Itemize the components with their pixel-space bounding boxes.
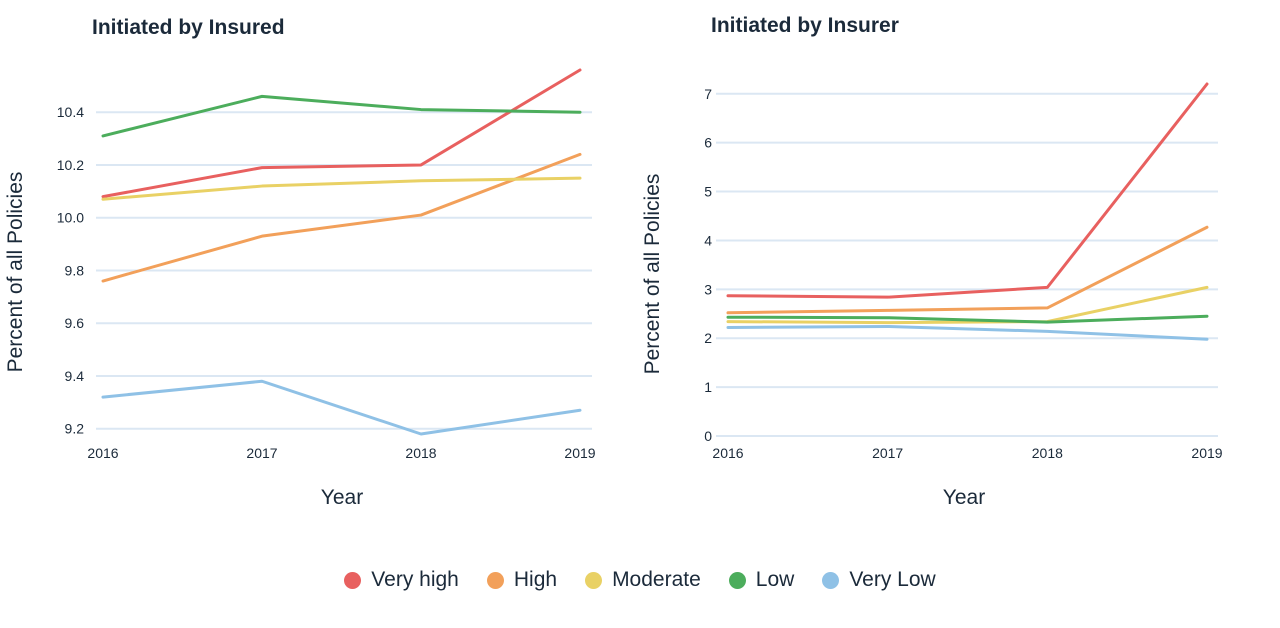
chart-title-left: Initiated by Insured	[92, 16, 285, 39]
chart-title-right: Initiated by Insurer	[711, 14, 899, 37]
legend-label: Low	[755, 568, 795, 591]
legend-dot-icon	[728, 571, 746, 589]
legend-dot-icon	[486, 571, 504, 589]
right-y-tick-label: 1	[704, 379, 712, 395]
right-series-very-high	[726, 82, 1209, 299]
right-series-moderate	[726, 285, 1209, 325]
legend-item-moderate: Moderate	[585, 568, 701, 592]
legend: Very high High Moderate Low Very Low	[0, 568, 1280, 592]
right-y-tick-label: 6	[704, 135, 712, 151]
left-y-tick-label: 9.6	[65, 315, 85, 331]
right-series-high	[726, 225, 1209, 315]
right-y-tick-label: 0	[704, 428, 712, 444]
right-y-tick-label: 3	[704, 281, 712, 297]
right-series-low	[726, 314, 1209, 324]
left-series-high	[101, 152, 582, 283]
right-y-axis-title: Percent of all Policies	[641, 174, 664, 375]
legend-label: Moderate	[612, 568, 701, 591]
right-x-axis-title: Year	[943, 486, 985, 509]
left-x-tick-label: 2018	[405, 445, 436, 461]
legend-item-high: High	[486, 568, 558, 592]
chart-left: 9.2 9.4 9.6 9.8 10.0 10.2 10.4 2016 2017 2018 2019…	[4, 68, 596, 509]
left-y-tick-label: 10.4	[57, 104, 84, 120]
left-y-axis-title: Percent of all Policies	[4, 172, 27, 373]
right-y-tick-label: 2	[704, 330, 712, 346]
left-series-very-high	[101, 68, 582, 199]
legend-label: Very Low	[849, 568, 936, 591]
left-y-tick-label: 10.2	[57, 157, 84, 173]
right-y-tick-label: 5	[704, 184, 712, 200]
legend-item-low: Low	[728, 568, 795, 592]
right-x-tick-label: 2019	[1191, 445, 1222, 461]
legend-dot-icon	[344, 571, 362, 589]
right-series-very-low	[726, 324, 1209, 341]
legend-dot-icon	[822, 571, 840, 589]
right-y-tick-label: 7	[704, 86, 712, 102]
legend-item-very-high: Very high	[344, 568, 459, 592]
left-series-low	[101, 94, 582, 138]
legend-label: High	[513, 568, 558, 591]
left-x-tick-label: 2019	[564, 445, 595, 461]
right-y-tick-label: 4	[704, 232, 712, 248]
left-series-moderate	[101, 176, 582, 201]
left-x-tick-label: 2017	[246, 445, 277, 461]
left-y-tick-label: 10.0	[57, 210, 84, 226]
legend-item-very-low: Very Low	[822, 568, 936, 592]
left-x-axis-title: Year	[321, 486, 363, 509]
left-x-tick-label: 2016	[87, 445, 118, 461]
chart-right: 0 1 2 3 4 5 6 7 2016 2017 2018 2019 Year Percent of a…	[641, 82, 1223, 509]
left-y-tick-label: 9.2	[65, 421, 85, 437]
left-series-very-low	[101, 379, 582, 436]
legend-dot-icon	[585, 571, 603, 589]
legend-label: Very high	[371, 568, 459, 591]
right-x-tick-label: 2017	[872, 445, 903, 461]
left-y-tick-label: 9.8	[65, 262, 85, 278]
right-x-tick-label: 2016	[712, 445, 743, 461]
left-y-tick-label: 9.4	[65, 368, 85, 384]
right-x-tick-label: 2018	[1032, 445, 1063, 461]
